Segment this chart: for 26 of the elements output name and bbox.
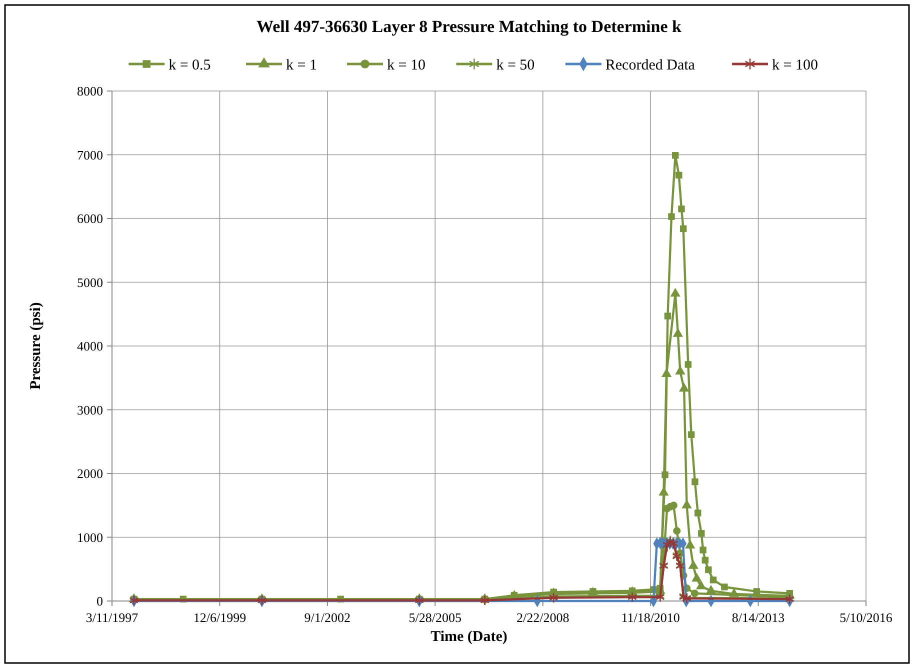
y-tick-label: 8000: [77, 84, 103, 99]
x-axis-title: Time (Date): [430, 629, 508, 645]
y-tick-label: 2000: [77, 466, 103, 482]
y-tick-label: 7000: [77, 147, 103, 162]
x-tick-label: 2/22/2008: [516, 610, 570, 625]
x-tick-label: 5/10/2016: [840, 610, 893, 625]
x-tick-label: 12/6/1999: [193, 610, 246, 625]
x-tick-label: 5/28/2005: [408, 610, 462, 625]
legend-label: k = 10: [387, 57, 426, 74]
legend-label: k = 0.5: [168, 57, 211, 74]
legend-label: k = 1: [286, 57, 317, 74]
legend-label: k = 50: [496, 57, 535, 74]
y-tick-label: 3000: [77, 402, 103, 418]
x-tick-label: 3/11/1997: [86, 610, 139, 625]
y-axis-title: Pressure (psi): [28, 302, 44, 390]
x-tick-label: 8/14/2013: [732, 610, 785, 625]
y-tick-label: 1000: [77, 530, 103, 545]
chart-title: Well 497-36630 Layer 8 Pressure Matching to Determine k: [256, 17, 682, 36]
x-tick-label: 11/18/2010: [621, 610, 680, 625]
y-tick-label: 0: [96, 594, 103, 609]
x-tick-label: 9/1/2002: [304, 610, 351, 625]
y-tick-label: 4000: [77, 338, 103, 354]
legend-label: k = 100: [772, 57, 818, 74]
legend-label: Recorded Data: [605, 57, 696, 74]
y-tick-label: 6000: [77, 211, 103, 226]
y-tick-label: 5000: [77, 274, 103, 290]
